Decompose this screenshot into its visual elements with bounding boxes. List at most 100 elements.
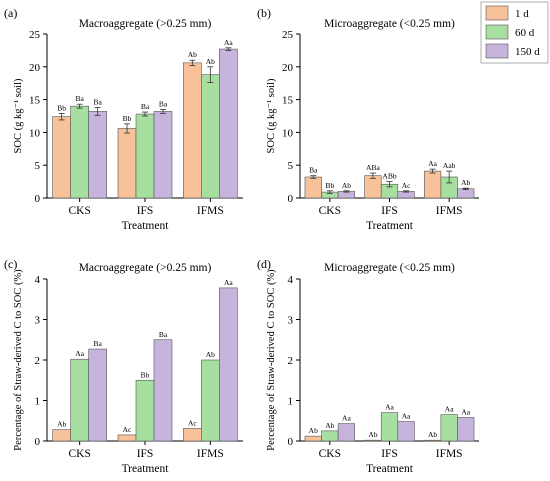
y-tick-label: 5	[288, 160, 294, 172]
y-tick-label: 2	[288, 355, 294, 367]
legend-swatch-1d	[485, 5, 509, 21]
bar-ifms-150d	[219, 287, 238, 442]
bar-ifs-1d	[364, 175, 382, 199]
significance-label: Ac	[123, 425, 132, 434]
significance-label: Ab	[428, 430, 437, 439]
bar-ifs-150d	[153, 111, 173, 199]
significance-label: Aa	[428, 159, 437, 168]
y-tick-label: 10	[29, 127, 41, 139]
y-tick-label: 0	[288, 436, 294, 448]
x-tick-label: CKS	[319, 205, 341, 217]
bar-ifms-60d	[201, 359, 220, 442]
bar-cks-150d	[88, 348, 107, 442]
x-tick-label: IFMS	[197, 205, 224, 217]
bar-ifms-60d	[440, 414, 458, 442]
legend-swatch-60d	[485, 24, 509, 40]
y-tick-label: 10	[282, 127, 294, 139]
significance-label: Bb	[57, 103, 66, 112]
y-tick-label: 25	[29, 29, 41, 41]
x-tick-label: IFS	[137, 205, 154, 217]
bar-ifs-150d	[153, 339, 173, 442]
significance-label: Ba	[159, 330, 168, 339]
significance-label: Ab	[57, 420, 66, 429]
x-axis-title: Treatment	[366, 463, 414, 475]
significance-label: Ab	[368, 430, 377, 439]
y-axis-title: Percentage of Straw-derived C to SOC (%)	[266, 269, 277, 451]
significance-label: Aa	[224, 38, 233, 47]
significance-label: Ab	[206, 57, 215, 66]
significance-label: Aa	[224, 278, 233, 287]
y-axis-title: SOC (g kg⁻¹ soil)	[266, 78, 277, 153]
legend-label-60d: 60 d	[515, 27, 535, 39]
bar-ifs-1d	[117, 434, 137, 442]
significance-label: Ab	[206, 350, 215, 359]
x-axis-title: Treatment	[122, 463, 170, 475]
panel-title: Microaggregate (<0.25 mm)	[324, 18, 455, 30]
legend-label-1d: 1 d	[515, 8, 529, 20]
x-tick-label: CKS	[319, 448, 341, 460]
bar-ifs-60d	[135, 113, 155, 199]
y-tick-label: 15	[282, 95, 294, 107]
bar-ifs-60d	[380, 412, 399, 442]
significance-label: Bb	[123, 114, 132, 123]
panel-title: Macroaggregate (>0.25 mm)	[79, 262, 212, 274]
x-tick-label: IFS	[381, 205, 398, 217]
bar-ifs-1d	[364, 439, 382, 442]
significance-label: Aa	[402, 412, 411, 421]
significance-label: Ab	[188, 50, 197, 59]
significance-label: Ba	[159, 99, 168, 108]
significance-label: Ab	[309, 426, 318, 435]
bar-cks-1d	[304, 435, 322, 442]
bar-ifms-150d	[219, 48, 238, 199]
y-tick-label: 5	[35, 160, 41, 172]
y-tick-label: 20	[282, 62, 294, 74]
bar-ifms-1d	[424, 439, 442, 442]
x-tick-label: CKS	[68, 448, 90, 460]
significance-label: Bb	[141, 370, 150, 379]
significance-label: ABa	[366, 163, 380, 172]
bar-cks-150d	[337, 423, 355, 442]
significance-label: Aa	[445, 405, 454, 414]
x-axis-title: Treatment	[122, 220, 170, 232]
panel-title: Macroaggregate (>0.25 mm)	[79, 18, 212, 30]
x-tick-label: CKS	[68, 205, 90, 217]
bar-ifs-60d	[135, 379, 155, 442]
bar-cks-60d	[70, 358, 89, 442]
bar-cks-60d	[70, 105, 89, 199]
bar-ifms-150d	[457, 188, 475, 199]
legend-swatch-150d	[485, 43, 509, 59]
y-tick-label: 20	[29, 62, 41, 74]
bar-ifms-1d	[424, 170, 442, 199]
panel-title: Microaggregate (<0.25 mm)	[324, 262, 455, 274]
y-axis-title: SOC (g kg⁻¹ soil)	[13, 78, 24, 153]
y-tick-label: 3	[35, 315, 41, 327]
significance-label: Ba	[93, 339, 102, 348]
panel-label: (d)	[257, 257, 271, 271]
significance-label: Aa	[75, 349, 84, 358]
x-tick-label: IFMS	[436, 448, 463, 460]
y-axis-title: Percentage of Straw-derived C to SOC (%)	[13, 269, 24, 451]
panel-label: (b)	[257, 6, 271, 20]
x-tick-label: IFMS	[436, 205, 463, 217]
panel-c: (c) Macroaggregate (>0.25 mm) 0 1 2 3 4 Percent…	[4, 257, 243, 475]
significance-label: Ba	[309, 166, 318, 175]
panel-d: (d) Microaggregate (<0.25 mm) 0 1 2 3 4 Percent…	[257, 257, 479, 475]
bar-cks-60d	[321, 430, 339, 442]
y-tick-label: 1	[288, 396, 294, 408]
significance-label: Aa	[342, 414, 351, 423]
panel-label: (a)	[4, 6, 17, 20]
panels: (a)Macroaggregate (>0.25 mm)0510152025SO…	[4, 6, 479, 475]
panel-b: (b) Microaggregate (<0.25 mm) 0 5 10 15 20 25 SO…	[257, 6, 479, 232]
bar-ifms-60d	[201, 74, 220, 199]
significance-label: Aab	[443, 161, 456, 170]
y-tick-label: 0	[35, 436, 41, 448]
x-axis-title: Treatment	[366, 220, 414, 232]
bar-cks-1d	[52, 429, 71, 442]
bar-ifms-150d	[457, 417, 475, 442]
y-tick-label: 3	[288, 315, 294, 327]
y-tick-label: 15	[29, 95, 41, 107]
y-tick-label: 2	[35, 355, 41, 367]
significance-label: Aa	[461, 408, 470, 417]
significance-label: Aa	[385, 403, 394, 412]
